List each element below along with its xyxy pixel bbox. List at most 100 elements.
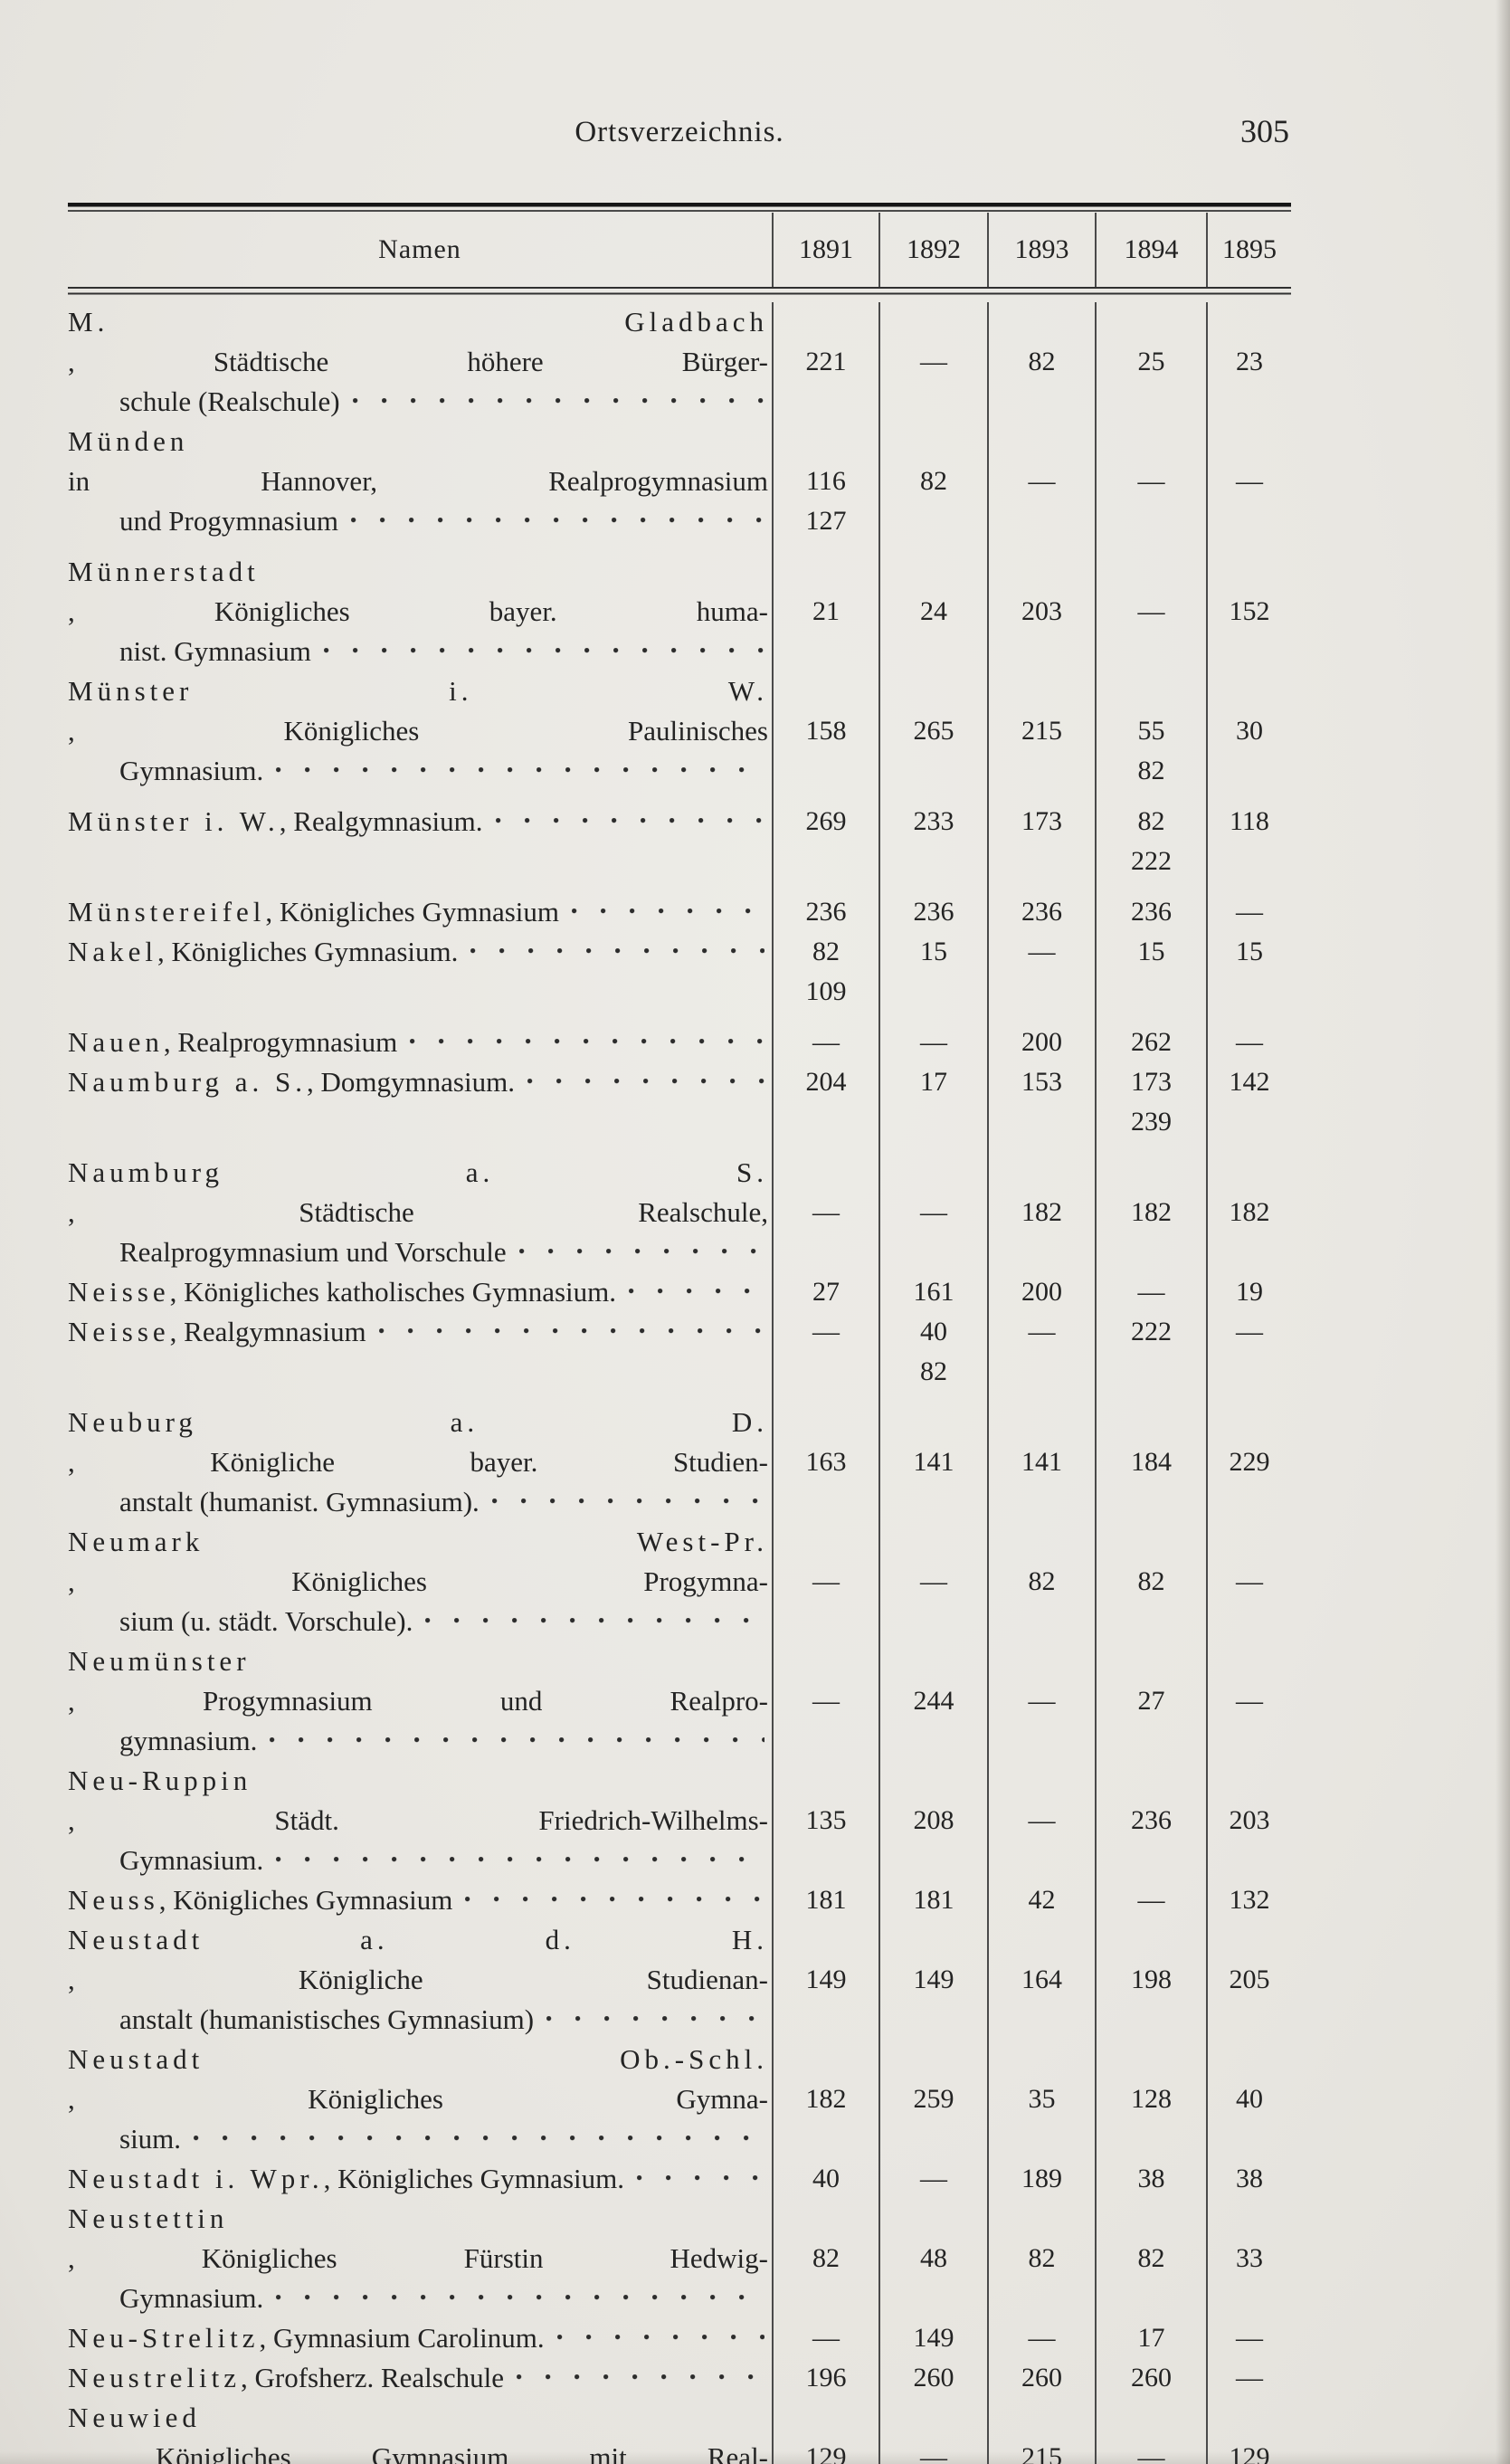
year-value: 82: [812, 2243, 840, 2273]
year-value: —: [1236, 466, 1263, 496]
year-value: 233: [913, 806, 954, 836]
year-value-cell: —: [1206, 2358, 1291, 2398]
year-value: 208: [913, 1805, 954, 1835]
year-value-cell: 236: [878, 892, 987, 932]
year-value-cell: 142: [1206, 1062, 1291, 1153]
entry-name-line: und Progymnasium: [68, 501, 768, 541]
entry-text: , Königliches Gymnasium mit Real-: [68, 2441, 768, 2464]
year-value-cell: —: [772, 1641, 878, 1761]
year-value: —: [1236, 1686, 1263, 1716]
year-value: 109: [805, 976, 847, 1006]
year-value: 82: [1137, 806, 1165, 836]
entry-name-line: Naumburg a. S., Domgymnasium.: [68, 1062, 768, 1102]
entry-text: , Grofsherz. Realschule: [241, 2362, 504, 2393]
year-value: 182: [1021, 1197, 1062, 1227]
year-value: 181: [913, 1885, 954, 1915]
entry-text: , Königliches Paulinisches: [68, 715, 768, 747]
year-value: 265: [913, 716, 954, 746]
table-row: Nakel, Königliches Gymnasium. 82 109 15—15 1…: [68, 932, 1291, 1023]
table-row: Neustadt Ob.-Schl. , Königliches Gymna-si…: [68, 2040, 1291, 2159]
year-value-cell: 205: [1206, 1920, 1291, 2040]
year-value: —: [1137, 1885, 1165, 1915]
year-value-cell: —: [1095, 2398, 1206, 2464]
year-value-cell: —: [1206, 892, 1291, 932]
year-value-cell: 221: [772, 302, 878, 422]
entry-city: Neuwied: [68, 2402, 201, 2433]
entry-name: Nauen, Realprogymnasium: [68, 1023, 772, 1062]
year-value: 129: [1229, 2442, 1270, 2464]
year-value-cell: 23: [1206, 302, 1291, 422]
year-value: 260: [1021, 2363, 1062, 2393]
year-value: 200: [1021, 1027, 1062, 1057]
table-row: Münster i. W. , Königliches Paulinisches G…: [68, 671, 1291, 802]
year-value-cell: 128: [1095, 2040, 1206, 2159]
entry-name-line: nist. Gymnasium: [68, 632, 768, 671]
entry-name-line: gymnasium.: [68, 1721, 768, 1761]
year-value-cell: 203: [1206, 1761, 1291, 1880]
table-row: Neumünster , Progymnasium und Realpro-gym…: [68, 1641, 1291, 1761]
year-value-cell: 200: [987, 1272, 1095, 1312]
entry-name: Neu-Strelitz, Gymnasium Carolinum.: [68, 2318, 772, 2358]
year-value: 203: [1229, 1805, 1270, 1835]
year-value: 173: [1131, 1067, 1172, 1097]
year-value-cell: 158: [772, 671, 878, 802]
entry-name-line: Neuwied , Königliches Gymnasium mit Real-: [68, 2398, 768, 2464]
table-header-row: Namen 1891 1892 1893 1894 1895: [68, 213, 1291, 287]
entry-text: Gymnasium.: [119, 755, 264, 786]
year-value-cell: 82: [1095, 1522, 1206, 1641]
year-value-cell: 15: [1095, 932, 1206, 1023]
year-value-cell: 260: [987, 2358, 1095, 2398]
entry-name-line: Nakel, Königliches Gymnasium.: [68, 932, 768, 972]
year-value: 236: [1131, 1805, 1172, 1835]
year-value-cell: —: [1206, 1023, 1291, 1062]
year-value-cell: —: [1095, 1880, 1206, 1920]
entry-text: , Realprogymnasium: [163, 1026, 398, 1058]
entry-name: Neustrelitz, Grofsherz. Realschule: [68, 2358, 772, 2398]
entry-name: Münster i. W., Realgymnasium.: [68, 802, 772, 892]
year-value: 118: [1230, 806, 1269, 836]
year-value-cell: 82: [878, 422, 987, 552]
table-row: Neu-Strelitz, Gymnasium Carolinum. — 149 — 1…: [68, 2318, 1291, 2358]
year-value-cell: 82: [987, 302, 1095, 422]
entry-text: sium.: [119, 2123, 182, 2155]
year-value-cell: 15: [878, 932, 987, 1023]
entry-text: , Progymnasium und Realpro-: [68, 1685, 768, 1717]
year-value-cell: —: [1095, 422, 1206, 552]
year-value: —: [812, 1027, 840, 1057]
entry-city: Münden: [68, 425, 189, 457]
year-value: 205: [1229, 1965, 1270, 1994]
year-value: 149: [805, 1965, 847, 1994]
entry-text: , Königliches Progymna-: [68, 1565, 768, 1597]
table-row: Münstereifel, Königliches Gymnasium 236 23…: [68, 892, 1291, 932]
year-value: 152: [1229, 596, 1270, 626]
entry-name-line: Nauen, Realprogymnasium: [68, 1023, 768, 1062]
year-value-cell: —: [1206, 1312, 1291, 1403]
entry-city: Neustettin: [68, 2202, 229, 2234]
entry-name: Nakel, Königliches Gymnasium.: [68, 932, 772, 1023]
year-value-cell: 259: [878, 2040, 987, 2159]
entry-name-line: Neu-Strelitz, Gymnasium Carolinum.: [68, 2318, 768, 2358]
year-value: 82: [1137, 756, 1165, 785]
year-value: 128: [1131, 2084, 1172, 2114]
entry-name-line: Neumünster , Progymnasium und Realpro-: [68, 1641, 768, 1721]
entry-text: , Königliches Gymna-: [68, 2083, 768, 2115]
entry-text: anstalt (humanistisches Gymnasium): [119, 2003, 535, 2035]
year-value-cell: 184: [1095, 1403, 1206, 1522]
year-value: 236: [805, 897, 847, 927]
entry-name-line: Gymnasium.: [68, 2278, 768, 2318]
entry-name-line: Münster i. W. , Königliches Paulinisches: [68, 671, 768, 751]
entry-city: Nauen: [68, 1026, 164, 1058]
table-row: Neuss, Königliches Gymnasium 181 181 42 — 132: [68, 1880, 1291, 1920]
year-value-cell: 15: [1206, 932, 1291, 1023]
entry-text: , Realgymnasium.: [279, 805, 483, 837]
year-value: —: [1236, 897, 1263, 927]
year-value-cell: 141: [878, 1403, 987, 1522]
year-value: 82: [812, 937, 840, 966]
entry-text: , Realgymnasium: [169, 1316, 366, 1347]
entry-city: Naumburg a. S.: [68, 1066, 308, 1098]
entry-city: Münster i. W.: [68, 805, 280, 837]
entry-city: Neuss: [68, 1884, 159, 1916]
year-value-cell: 262: [1095, 1023, 1206, 1062]
year-value: —: [1137, 2442, 1165, 2464]
table-row: Neustadt i. Wpr., Königliches Gymnasium.…: [68, 2159, 1291, 2199]
